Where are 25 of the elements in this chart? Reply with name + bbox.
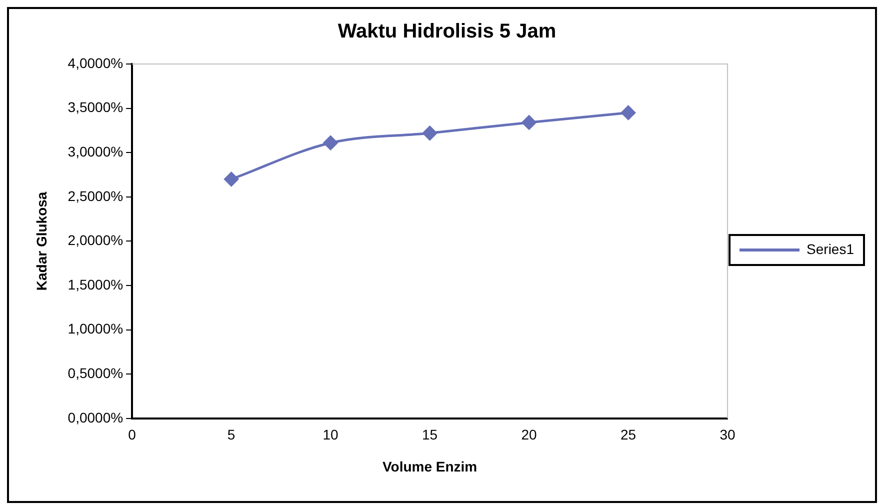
point bbox=[522, 114, 537, 130]
point bbox=[224, 172, 239, 187]
point bbox=[620, 105, 636, 120]
y-tick-label: 3,5000% bbox=[68, 99, 124, 116]
x-tick-label: 25 bbox=[620, 426, 636, 443]
y-tick-label: 0,5000% bbox=[68, 364, 124, 381]
y-axis-title: Kadar Glukosa bbox=[33, 192, 50, 291]
x-tick-label: 10 bbox=[322, 426, 339, 443]
y-tick-label: 2,5000% bbox=[68, 188, 124, 204]
x-tick-label: 15 bbox=[422, 426, 438, 443]
legend-label: Series1 bbox=[806, 240, 854, 257]
y-tick-label: 1,5000% bbox=[68, 276, 124, 292]
x-tick-label: 20 bbox=[521, 426, 538, 443]
x-tick-label: 0 bbox=[128, 426, 136, 443]
y-tick-label: 2,0000% bbox=[68, 232, 124, 248]
y-tick-label: 3,0000% bbox=[68, 143, 124, 160]
x-axis-title: Volume Enzim bbox=[382, 458, 478, 474]
point bbox=[422, 126, 438, 141]
point bbox=[323, 135, 338, 150]
y-tick-label: 1,0000% bbox=[68, 320, 124, 337]
x-tick-label: 30 bbox=[720, 426, 736, 443]
y-tick-label: 4,0000% bbox=[68, 54, 124, 71]
x-tick-label: 5 bbox=[227, 426, 236, 443]
y-tick-label: 0,0000% bbox=[68, 409, 124, 426]
chart-title: Waktu Hidrolisis 5 Jam bbox=[338, 20, 556, 43]
